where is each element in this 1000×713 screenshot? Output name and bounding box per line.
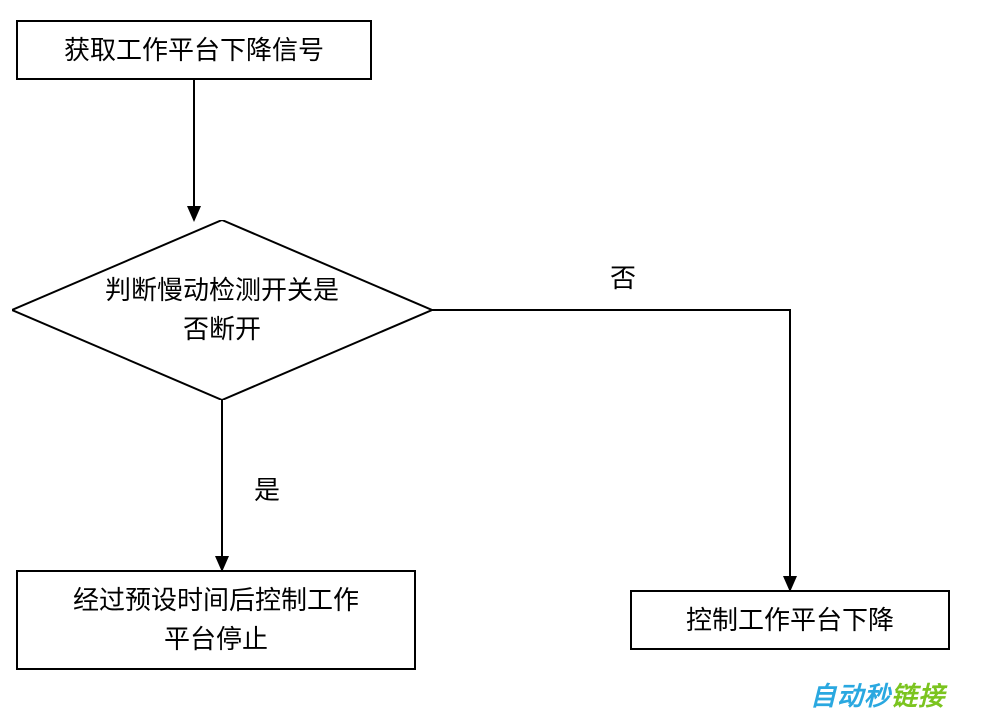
watermark-char-3: 链 <box>891 682 918 711</box>
edge-label-no: 否 <box>610 258 636 295</box>
decision-line1: 判断慢动检测开关是 <box>105 276 339 305</box>
yes-line2: 平台停止 <box>164 625 268 654</box>
watermark-char-4: 接 <box>918 682 945 711</box>
flow-node-yes: 经过预设时间后控制工作 平台停止 <box>16 570 416 670</box>
watermark: 自动秒链接 <box>810 676 945 713</box>
watermark-char-1: 动 <box>837 682 864 711</box>
watermark-char-2: 秒 <box>864 682 891 711</box>
edge-label-yes: 是 <box>254 470 280 507</box>
yes-line1: 经过预设时间后控制工作 <box>73 586 359 615</box>
decision-line2: 否断开 <box>183 315 261 344</box>
watermark-char-0: 自 <box>810 682 837 711</box>
flow-node-start: 获取工作平台下降信号 <box>16 20 372 80</box>
flow-node-no: 控制工作平台下降 <box>630 590 950 650</box>
flow-node-start-label: 获取工作平台下降信号 <box>56 27 332 74</box>
flow-node-decision-label: 判断慢动检测开关是 否断开 <box>105 271 339 349</box>
edge-decision-to-no <box>432 310 790 590</box>
flow-node-no-label: 控制工作平台下降 <box>678 597 902 644</box>
flow-node-decision: 判断慢动检测开关是 否断开 <box>12 220 432 400</box>
flow-node-yes-label: 经过预设时间后控制工作 平台停止 <box>65 577 367 663</box>
